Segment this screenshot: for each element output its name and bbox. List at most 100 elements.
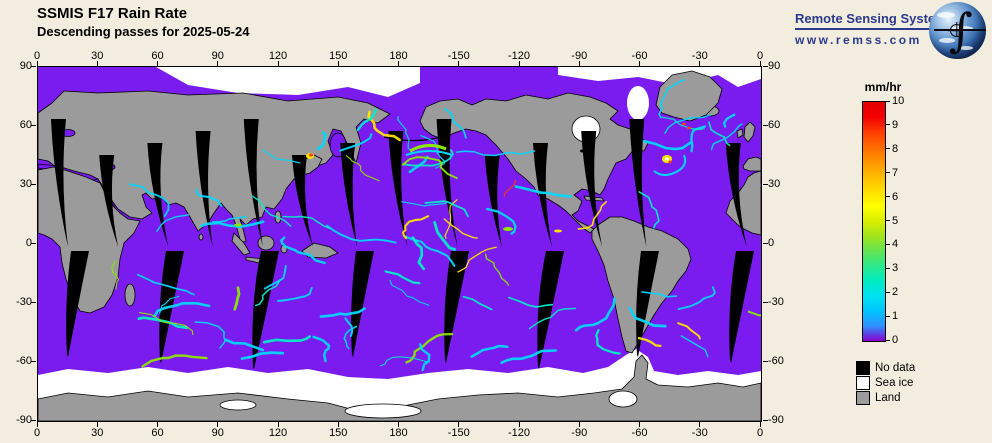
lon-tick-top bbox=[337, 61, 339, 66]
lon-tick-top bbox=[277, 61, 279, 66]
lon-tick-label-bottom: 0 bbox=[756, 427, 764, 439]
legend-swatch bbox=[856, 391, 870, 405]
lon-tick-label-bottom: 30 bbox=[91, 427, 104, 439]
lon-tick-label-top: 0 bbox=[756, 50, 764, 62]
lon-tick-top bbox=[458, 61, 460, 66]
lon-tick-label-bottom: 150 bbox=[329, 427, 348, 439]
lon-tick-bottom bbox=[518, 422, 520, 427]
lat-tick-label-left: -90 bbox=[16, 414, 32, 426]
lat-tick-right bbox=[763, 183, 768, 185]
lon-tick-label-bottom: -150 bbox=[447, 427, 470, 439]
lon-tick-label-top: 30 bbox=[91, 50, 104, 62]
lat-tick-label-right: -90 bbox=[768, 414, 784, 426]
legend-label: No data bbox=[875, 362, 916, 374]
colorbar-tick-label: 4 bbox=[892, 238, 899, 251]
lon-tick-label-top: 0 bbox=[33, 50, 41, 62]
legend-swatch bbox=[856, 376, 870, 390]
lat-tick-label-right: -60 bbox=[768, 355, 784, 367]
colorbar-tick bbox=[885, 196, 890, 198]
lon-tick-bottom bbox=[398, 422, 399, 427]
lat-tick-label-right: 30 bbox=[768, 178, 781, 190]
lat-tick-label-left: -30 bbox=[16, 296, 32, 308]
colorbar-tick bbox=[885, 148, 890, 150]
lon-tick-label-top: 60 bbox=[151, 50, 164, 62]
colorbar-tick bbox=[885, 339, 890, 341]
remss-logo-text: Remote Sensing Systems bbox=[795, 11, 954, 26]
lon-tick-bottom bbox=[217, 422, 219, 427]
logo-underline bbox=[795, 28, 947, 30]
lon-tick-bottom bbox=[639, 422, 640, 427]
legend-label: Land bbox=[875, 392, 901, 404]
colorbar-tick bbox=[885, 315, 890, 317]
lon-tick-label-bottom: 120 bbox=[268, 427, 288, 439]
lat-tick-label-right: 0 bbox=[768, 237, 775, 249]
lon-tick-top bbox=[759, 61, 761, 66]
lon-tick-top bbox=[398, 61, 399, 66]
lon-tick-bottom bbox=[157, 422, 158, 427]
lon-tick-label-top: -120 bbox=[507, 50, 531, 62]
lat-tick-label-right: -30 bbox=[768, 296, 784, 308]
lon-tick-label-bottom: -120 bbox=[507, 427, 531, 439]
lon-tick-label-bottom: -90 bbox=[571, 427, 588, 439]
remss-url[interactable]: www.remss.com bbox=[795, 33, 922, 47]
page-subtitle: Descending passes for 2025-05-24 bbox=[37, 24, 250, 39]
colorbar-tick bbox=[885, 243, 890, 245]
lon-tick-label-top: 150 bbox=[329, 50, 348, 62]
lon-tick-label-bottom: -30 bbox=[691, 427, 708, 439]
lat-tick-label-left: 0 bbox=[25, 237, 32, 249]
colorbar-tick bbox=[885, 100, 890, 102]
lon-tick-bottom bbox=[759, 422, 761, 427]
lat-tick-left bbox=[31, 124, 36, 126]
lon-tick-label-bottom: 90 bbox=[211, 427, 224, 439]
rain-rate-colorbar bbox=[862, 101, 886, 342]
lon-tick-bottom bbox=[337, 422, 339, 427]
colorbar-tick-label: 1 bbox=[892, 310, 899, 323]
colorbar-tick-label: 8 bbox=[892, 142, 899, 155]
colorbar-tick bbox=[885, 172, 890, 174]
lat-tick-label-left: 90 bbox=[19, 60, 32, 72]
lon-tick-bottom bbox=[36, 422, 38, 427]
lon-tick-top bbox=[639, 61, 640, 66]
lat-tick-right bbox=[763, 242, 768, 244]
lon-tick-top bbox=[36, 61, 38, 66]
lat-tick-left bbox=[31, 183, 36, 185]
page-title: SSMIS F17 Rain Rate bbox=[37, 5, 188, 22]
lon-tick-bottom bbox=[699, 422, 701, 427]
lon-tick-label-top: 180 bbox=[389, 50, 408, 62]
legend-label: Sea ice bbox=[875, 377, 914, 389]
lon-tick-top bbox=[217, 61, 219, 66]
lat-tick-right bbox=[763, 65, 768, 67]
lat-tick-label-left: 30 bbox=[19, 178, 32, 190]
crosshair-icon bbox=[950, 24, 963, 37]
lon-tick-label-bottom: -60 bbox=[631, 427, 648, 439]
lon-tick-top bbox=[157, 61, 158, 66]
world-map-panel[interactable] bbox=[37, 66, 799, 422]
lat-tick-left bbox=[31, 65, 36, 67]
lat-tick-left bbox=[31, 360, 36, 362]
colorbar-tick bbox=[885, 220, 890, 221]
colorbar-tick bbox=[885, 291, 890, 293]
colorbar-tick-label: 0 bbox=[892, 334, 899, 346]
colorbar-tick-label: 5 bbox=[892, 214, 899, 227]
lat-tick-left bbox=[31, 419, 36, 421]
rain-rate-map bbox=[37, 67, 799, 422]
lon-tick-bottom bbox=[458, 422, 460, 427]
colorbar-tick-label: 6 bbox=[892, 190, 899, 203]
lon-tick-label-top: -30 bbox=[691, 50, 708, 62]
lon-tick-label-top: 90 bbox=[211, 50, 224, 62]
lat-tick-left bbox=[31, 301, 36, 303]
lon-tick-label-top: -150 bbox=[447, 50, 470, 62]
colorbar-tick-label: 9 bbox=[892, 118, 899, 131]
lat-tick-label-left: -60 bbox=[16, 355, 32, 367]
lon-tick-label-bottom: 60 bbox=[151, 427, 164, 439]
lon-tick-label-top: -60 bbox=[631, 50, 648, 62]
lon-tick-top bbox=[96, 61, 98, 66]
lon-tick-top bbox=[578, 61, 580, 66]
lat-tick-label-right: 60 bbox=[768, 119, 781, 131]
lon-tick-bottom bbox=[96, 422, 98, 427]
lat-tick-right bbox=[763, 301, 768, 303]
colorbar-units-label: mm/hr bbox=[864, 80, 902, 94]
lon-tick-bottom bbox=[578, 422, 580, 427]
colorbar-tick-label: 10 bbox=[892, 95, 905, 107]
